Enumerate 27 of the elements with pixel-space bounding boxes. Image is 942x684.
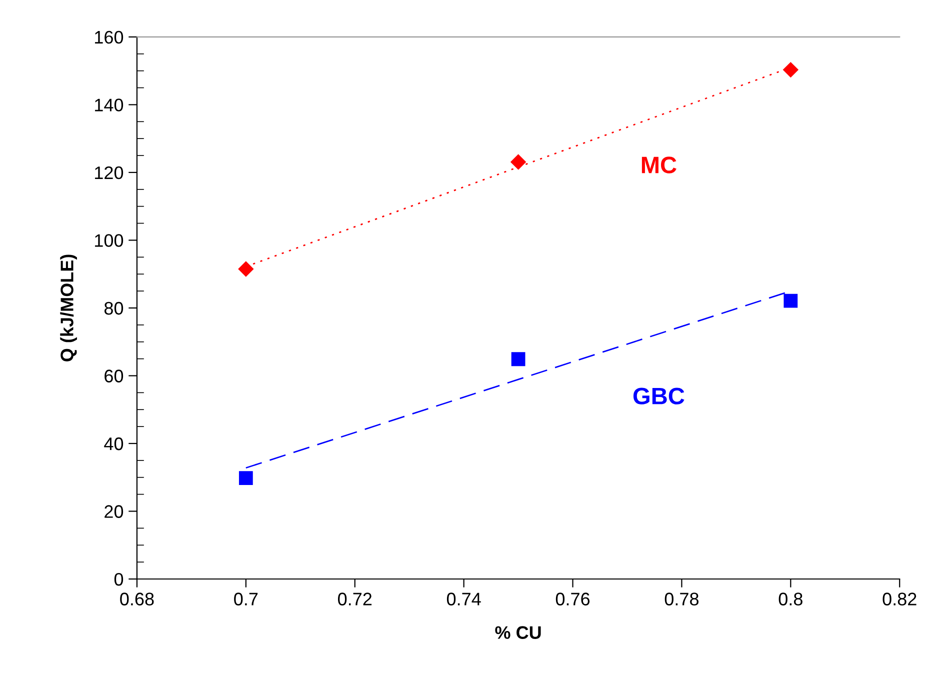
x-tick-label: 0.82 — [882, 592, 916, 606]
point — [510, 154, 526, 170]
y-tick-label: 20 — [104, 505, 124, 518]
y-tick-label: 140 — [95, 98, 124, 112]
x-tick-label: 0.72 — [338, 592, 372, 606]
y-tick-label: 0 — [114, 572, 124, 586]
y-tick-label: 160 — [95, 30, 124, 44]
y-tick-label: 60 — [104, 370, 124, 382]
text: MC — [642, 156, 676, 174]
y-tick-label: 40 — [104, 437, 124, 450]
x-axis-title: % CU — [495, 626, 541, 639]
x-tick-label: 0.8 — [778, 592, 802, 606]
x-tick-label: 0.76 — [556, 592, 590, 606]
y-tick-label: 100 — [95, 234, 124, 247]
point — [784, 294, 798, 308]
point — [783, 62, 798, 78]
point — [238, 471, 253, 485]
y-tick-label: 80 — [104, 302, 124, 315]
x-tick-label: 0.74 — [446, 592, 481, 606]
x-tick-label: 0.78 — [664, 592, 698, 606]
y-axis-title: Q (kJ/MOLE) — [60, 254, 77, 362]
point — [511, 352, 526, 366]
x-tick-label: 0.7 — [234, 592, 258, 606]
x-tick-label: 0.68 — [120, 592, 154, 606]
point — [238, 261, 254, 277]
y-tick-label: 120 — [95, 166, 124, 180]
text: GBC — [633, 388, 684, 404]
